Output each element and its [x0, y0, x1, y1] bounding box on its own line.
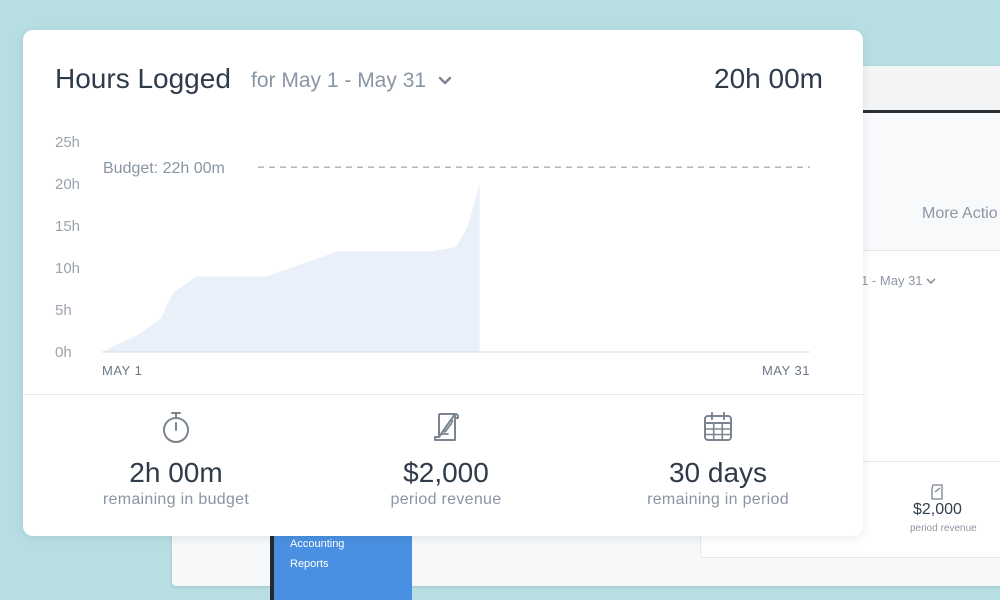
- hours-area-series: [102, 184, 480, 352]
- y-tick-label: 0h: [55, 344, 72, 361]
- sidebar-item-reports[interactable]: Reports: [290, 558, 329, 570]
- card-title: Hours Logged: [55, 63, 231, 94]
- chevron-down-icon: [438, 76, 452, 85]
- period-selector[interactable]: for May 1 - May 31: [251, 69, 454, 93]
- stat-period-revenue: $2,000 period revenue: [306, 410, 586, 510]
- x-tick-label: MAY 31: [762, 363, 810, 378]
- hours-chart: 0h 5h 10h 15h 20h 25h Budget: 22h 00m MAY 1 MAY …: [55, 134, 810, 378]
- stat-remaining-budget: 2h 00m remaining in budget: [36, 410, 316, 510]
- calendar-icon: [704, 412, 732, 441]
- invoice-icon: [434, 413, 459, 441]
- period-label: for May 1 - May 31: [251, 69, 427, 92]
- stat-remaining-period: 30 days remaining in period: [578, 410, 858, 510]
- more-actions-button[interactable]: More Actio: [922, 205, 998, 222]
- invoice-icon: [931, 484, 943, 500]
- budget-label: Budget: 22h 00m: [103, 160, 225, 177]
- y-tick-label: 10h: [55, 260, 80, 277]
- y-tick-label: 5h: [55, 302, 72, 319]
- stat-label: remaining in period: [647, 491, 789, 508]
- stat-value: 2h 00m: [129, 457, 223, 488]
- background-stat-value: $2,000: [913, 501, 962, 518]
- y-tick-label: 25h: [55, 134, 80, 151]
- background-period-label: y 1 - May 31: [851, 273, 936, 288]
- card-divider: [23, 394, 863, 395]
- y-tick-label: 20h: [55, 176, 80, 193]
- stat-label: remaining in budget: [102, 491, 250, 508]
- x-tick-label: MAY 1: [102, 363, 142, 378]
- stat-value: $2,000: [403, 457, 489, 488]
- chevron-down-icon: [926, 278, 936, 285]
- hours-logged-card: Hours Logged for May 1 - May 31 20h 00m …: [23, 30, 863, 536]
- total-hours: 20h 00m: [714, 63, 823, 94]
- sidebar-item-accounting[interactable]: Accounting: [290, 538, 345, 550]
- background-stat-label: period revenue: [910, 523, 977, 534]
- stat-label: period revenue: [390, 491, 502, 508]
- stat-value: 30 days: [668, 457, 768, 488]
- stopwatch-icon: [163, 412, 189, 443]
- y-tick-label: 15h: [55, 218, 80, 235]
